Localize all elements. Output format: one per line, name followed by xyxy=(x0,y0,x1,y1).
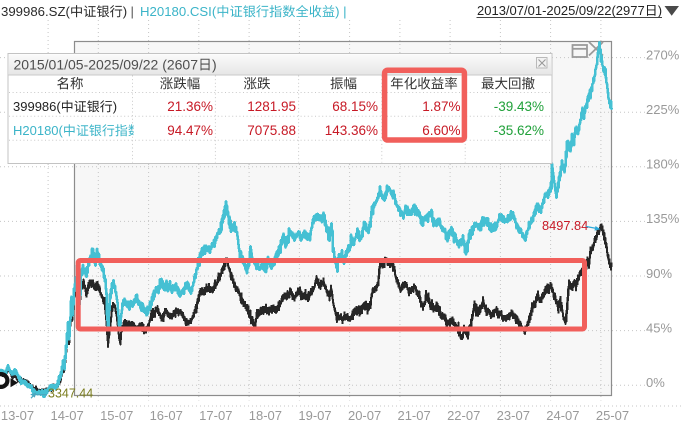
svg-text:): ) xyxy=(123,4,127,19)
svg-text:21-07: 21-07 xyxy=(397,408,430,423)
svg-text:22-07: 22-07 xyxy=(447,408,480,423)
svg-text:18-07: 18-07 xyxy=(249,408,282,423)
svg-text:270%: 270% xyxy=(646,47,680,62)
svg-text:): ) xyxy=(658,3,662,18)
svg-text:23-07: 23-07 xyxy=(497,408,530,423)
svg-text:24-07: 24-07 xyxy=(546,408,579,423)
svg-text:90%: 90% xyxy=(646,266,672,281)
svg-text:399986.SZ(: 399986.SZ( xyxy=(1,4,71,19)
svg-text:135%: 135% xyxy=(646,211,680,226)
svg-text:0%: 0% xyxy=(646,375,665,390)
svg-text:2015/01/05-2025/09/22 (2607: 2015/01/05-2025/09/22 (2607 xyxy=(14,57,199,73)
svg-text:-35.62%: -35.62% xyxy=(494,123,544,138)
svg-text:H20180.CSI(: H20180.CSI( xyxy=(140,4,217,19)
svg-text:143.36%: 143.36% xyxy=(325,123,378,138)
svg-text:H20180(: H20180( xyxy=(13,123,64,138)
svg-text:19-07: 19-07 xyxy=(298,408,331,423)
svg-text:2013/07/01-2025/09/22(2977: 2013/07/01-2025/09/22(2977 xyxy=(477,3,645,18)
svg-text:399986(: 399986( xyxy=(13,99,61,114)
svg-text:25-07: 25-07 xyxy=(596,408,629,423)
svg-text:15-07: 15-07 xyxy=(100,408,133,423)
svg-text:-39.43%: -39.43% xyxy=(494,99,544,114)
svg-text:) |: ) | xyxy=(335,4,346,19)
svg-text:180%: 180% xyxy=(646,157,680,172)
svg-text:225%: 225% xyxy=(646,102,680,117)
svg-text:8497.84: 8497.84 xyxy=(542,218,588,233)
svg-text:1.87%: 1.87% xyxy=(422,99,460,114)
svg-text:|: | xyxy=(131,4,134,19)
svg-text:3347.44: 3347.44 xyxy=(48,387,93,401)
svg-text:): ) xyxy=(212,57,217,73)
svg-text:13-07: 13-07 xyxy=(1,408,34,423)
svg-text:21.36%: 21.36% xyxy=(167,99,213,114)
svg-text:6.60%: 6.60% xyxy=(422,123,460,138)
svg-text:1281.95: 1281.95 xyxy=(247,99,296,114)
svg-text:45%: 45% xyxy=(646,320,672,335)
svg-text:20-07: 20-07 xyxy=(348,408,381,423)
svg-text:68.15%: 68.15% xyxy=(332,99,378,114)
svg-text:): ) xyxy=(113,99,117,114)
svg-text:17-07: 17-07 xyxy=(199,408,232,423)
svg-text:16-07: 16-07 xyxy=(150,408,183,423)
svg-text:7075.88: 7075.88 xyxy=(247,123,296,138)
svg-text:14-07: 14-07 xyxy=(50,408,83,423)
svg-text:94.47%: 94.47% xyxy=(167,123,213,138)
